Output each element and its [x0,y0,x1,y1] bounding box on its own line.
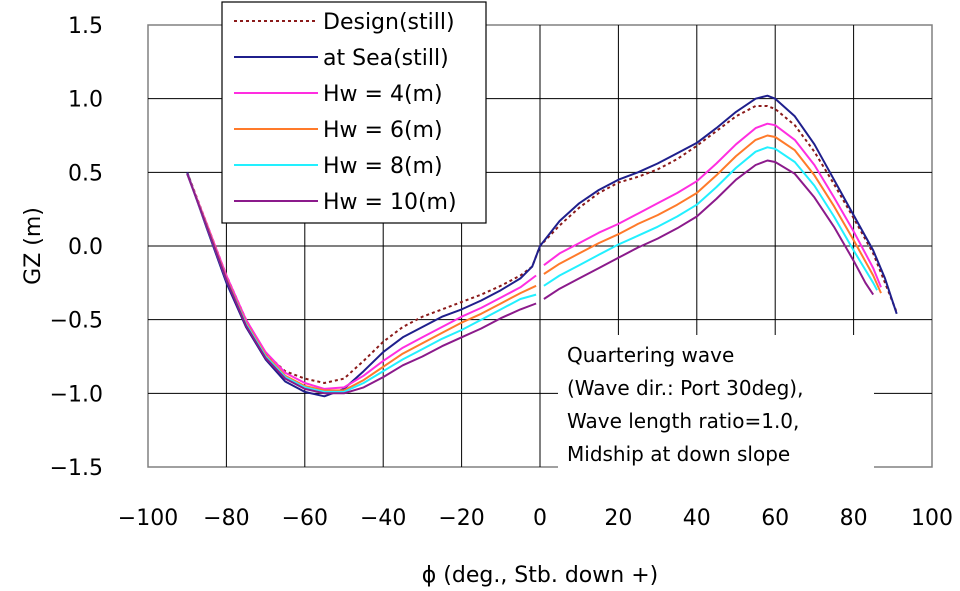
legend: Design(still) at Sea(still) Hw = 4(m) Hw = … [221,1,487,224]
annotation-line-4: Midship at down slope [567,442,790,466]
x-axis-title: ϕ (deg., Stb. down +) [422,563,658,588]
x-tick-label: −80 [203,506,249,531]
y-axis-title: GZ (m) [21,207,46,285]
y-tick-labels: 1.5 1.0 0.5 0.0 −0.5 −1.0 −1.5 [50,14,103,481]
y-tick-label: −1.0 [50,382,103,407]
x-tick-label: −20 [438,506,484,531]
legend-box [221,1,487,224]
legend-label-design-still: Design(still) [323,10,455,35]
x-tick-label: −40 [360,506,406,531]
x-tick-label: 20 [604,506,632,531]
series-line-hw-10-m [186,173,537,395]
x-tick-label: −60 [282,506,328,531]
y-tick-label: 0.5 [68,161,103,186]
series-line-hw-4-m [186,173,537,390]
y-tick-label: −1.5 [50,456,103,481]
legend-label-hw-10-m: Hw = 10(m) [323,190,457,215]
series-line-hw-6-m [543,134,882,294]
series-lines [186,94,898,398]
annotation-box: Quartering wave (Wave dir.: Port 30deg),… [558,335,874,471]
annotation-background [558,335,874,471]
y-tick-label: −0.5 [50,309,103,334]
y-tick-label: 1.5 [68,14,103,39]
x-tick-label: −100 [118,506,178,531]
legend-label-hw-8-m: Hw = 8(m) [323,154,443,179]
series-line-hw-8-m [543,146,878,291]
legend-label-hw-6-m: Hw = 6(m) [323,118,443,143]
x-tick-label: 40 [683,506,711,531]
y-tick-label: 1.0 [68,88,103,113]
annotation-line-2: (Wave dir.: Port 30deg), [567,376,803,400]
x-tick-label: 80 [840,506,868,531]
x-tick-labels: −100 −80 −60 −40 −20 0 20 40 60 80 100 [118,506,953,531]
series-line-at-sea-still [186,94,898,398]
series-line-hw-4-m [543,122,882,288]
x-tick-label: 60 [761,506,789,531]
annotation-line-1: Quartering wave [567,343,734,367]
x-tick-label: 0 [533,506,547,531]
legend-label-at-sea-still: at Sea(still) [323,46,449,71]
series-line-hw-10-m [543,159,875,300]
y-tick-label: 0.0 [68,235,103,260]
annotation-line-3: Wave length ratio=1.0, [567,409,799,433]
legend-label-hw-4-m: Hw = 4(m) [323,82,443,107]
x-tick-label: 100 [911,506,953,531]
